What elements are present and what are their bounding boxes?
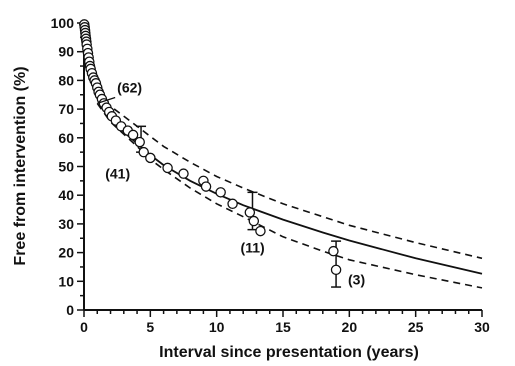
annotation-label: (3) bbox=[348, 272, 365, 288]
annotation-label: (62) bbox=[117, 79, 142, 95]
data-point bbox=[127, 129, 139, 141]
y-tick-label: 20 bbox=[58, 245, 74, 261]
data-point bbox=[215, 187, 226, 198]
data-point bbox=[162, 162, 173, 174]
data-point bbox=[200, 181, 212, 192]
data-point bbox=[244, 207, 256, 218]
x-tick-label: 25 bbox=[408, 319, 424, 335]
confidence-band-curve bbox=[96, 102, 483, 289]
y-tick-label: 40 bbox=[58, 187, 74, 203]
data-point bbox=[328, 245, 339, 257]
data-point bbox=[145, 152, 156, 164]
y-tick-label: 60 bbox=[58, 130, 74, 146]
y-tick-label: 70 bbox=[58, 101, 74, 117]
y-tick-label: 10 bbox=[58, 273, 74, 289]
data-point bbox=[134, 136, 145, 148]
data-point bbox=[248, 215, 260, 227]
data-point bbox=[227, 198, 238, 210]
error-bars bbox=[136, 125, 342, 288]
data-point bbox=[138, 146, 149, 158]
x-tick-label: 5 bbox=[146, 319, 154, 335]
annotation-label: (41) bbox=[105, 166, 130, 182]
y-tick-label: 80 bbox=[58, 72, 74, 88]
data-point bbox=[255, 225, 266, 237]
x-tick-label: 20 bbox=[342, 319, 358, 335]
data-point bbox=[330, 264, 342, 276]
y-tick-label: 50 bbox=[58, 159, 74, 175]
observed-points bbox=[79, 19, 342, 276]
x-axis-title: Interval since presentation (years) bbox=[159, 344, 419, 361]
y-tick-label: 0 bbox=[66, 302, 74, 318]
y-tick-label: 30 bbox=[58, 216, 74, 232]
confidence-band-curve bbox=[96, 91, 483, 260]
axes: 0 5 10 15 20 25 30 0 10 20 30 40 50 60 70 80 90 100 bbox=[51, 15, 490, 335]
annotations: (62) (41) (11) (3) bbox=[97, 79, 365, 288]
x-tick-label: 30 bbox=[474, 319, 490, 335]
y-tick-label: 100 bbox=[51, 15, 75, 31]
y-tick-label: 90 bbox=[58, 44, 74, 60]
annotation-label: (11) bbox=[241, 240, 265, 256]
x-tick-label: 10 bbox=[209, 319, 225, 335]
x-tick-label: 0 bbox=[80, 319, 88, 335]
data-point bbox=[178, 168, 189, 179]
annotation-leader-line bbox=[97, 96, 116, 104]
y-axis-title: Free from intervention (%) bbox=[12, 66, 29, 265]
x-tick-label: 15 bbox=[275, 319, 291, 335]
